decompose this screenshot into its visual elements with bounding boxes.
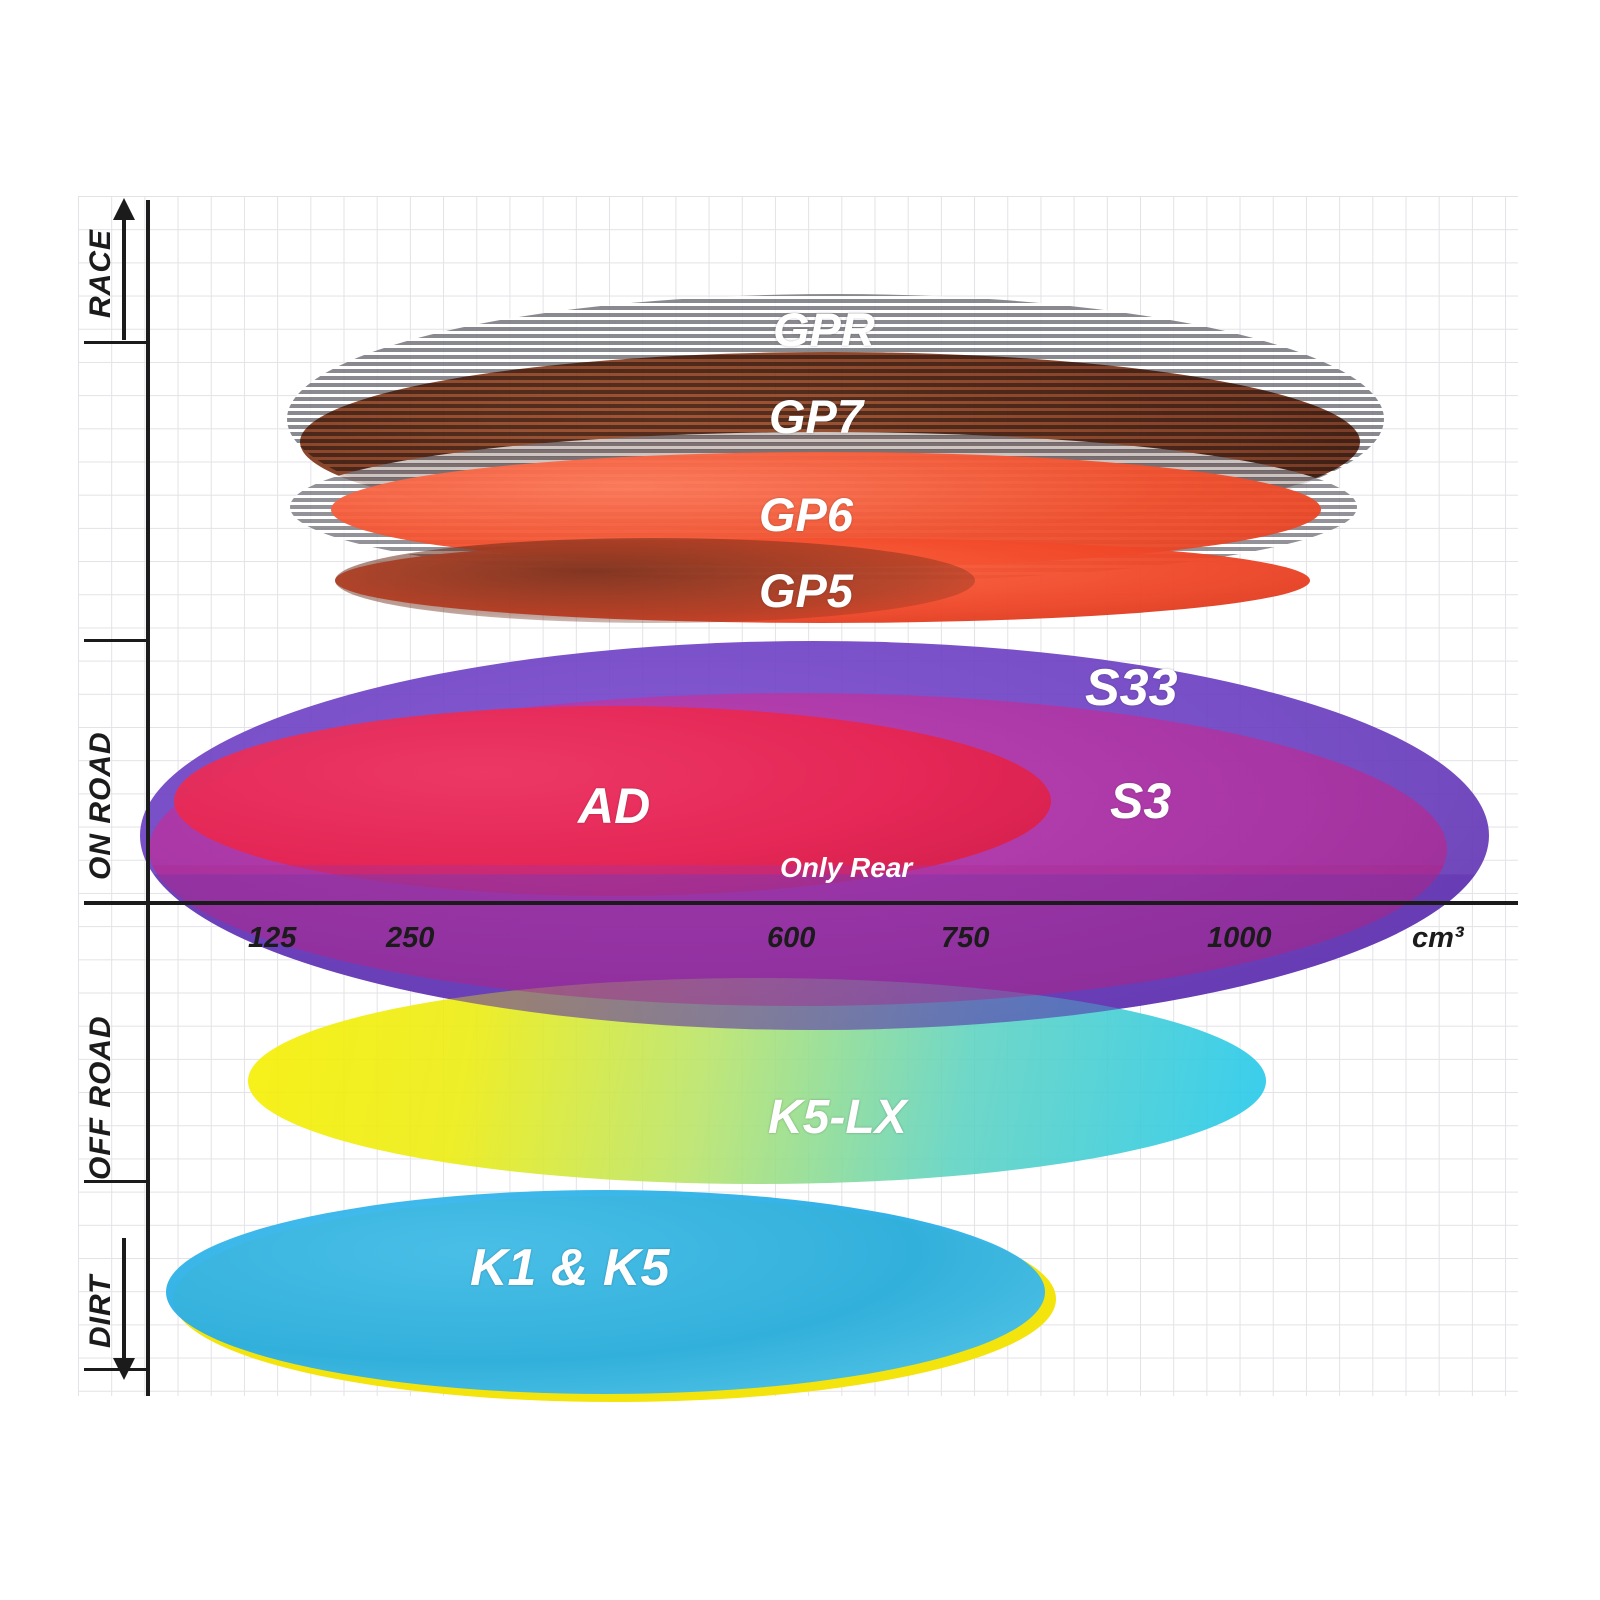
label-k5lx: K5-LX [768, 1091, 907, 1144]
xtick-250: 250 [386, 922, 435, 954]
y-axis [146, 200, 150, 1396]
xtick-750: 750 [941, 922, 990, 954]
label-gp7: GP7 [769, 390, 864, 443]
xtick-600: 600 [767, 922, 816, 954]
label-k1k5: K1 & K5 [470, 1239, 670, 1297]
ytick-race [84, 341, 146, 344]
race-axis-line [122, 218, 126, 340]
xtick-1000: 1000 [1207, 922, 1272, 954]
label-s33: S33 [1085, 659, 1178, 717]
ytick-offroad [84, 1180, 146, 1183]
ylabel-race: RACE [84, 228, 117, 318]
label-ad: AD [578, 778, 651, 834]
xtick-125: 125 [248, 922, 297, 954]
x-axis [84, 901, 1518, 905]
label-gpr: GPR [773, 303, 875, 356]
ylabel-dirt: DIRT [84, 1274, 117, 1348]
race-arrow-icon [113, 198, 135, 220]
ytick-onroad [84, 639, 146, 642]
annotation-only-rear: Only Rear [780, 852, 913, 883]
ylabel-onroad: ON ROAD [84, 731, 117, 880]
label-gp6: GP6 [759, 488, 854, 541]
ytick-dirt-bottom [84, 1368, 146, 1371]
x-axis-unit: cm³ [1412, 922, 1464, 954]
ellipse-ad [174, 706, 1051, 896]
dirt-axis-line [122, 1238, 126, 1368]
ellipse-gp5-shadow [335, 538, 975, 623]
ellipse-k1k5 [166, 1190, 1045, 1394]
ylabel-offroad: OFF ROAD [84, 1015, 117, 1180]
label-s3: S3 [1110, 773, 1172, 829]
label-gp5: GP5 [759, 564, 854, 617]
